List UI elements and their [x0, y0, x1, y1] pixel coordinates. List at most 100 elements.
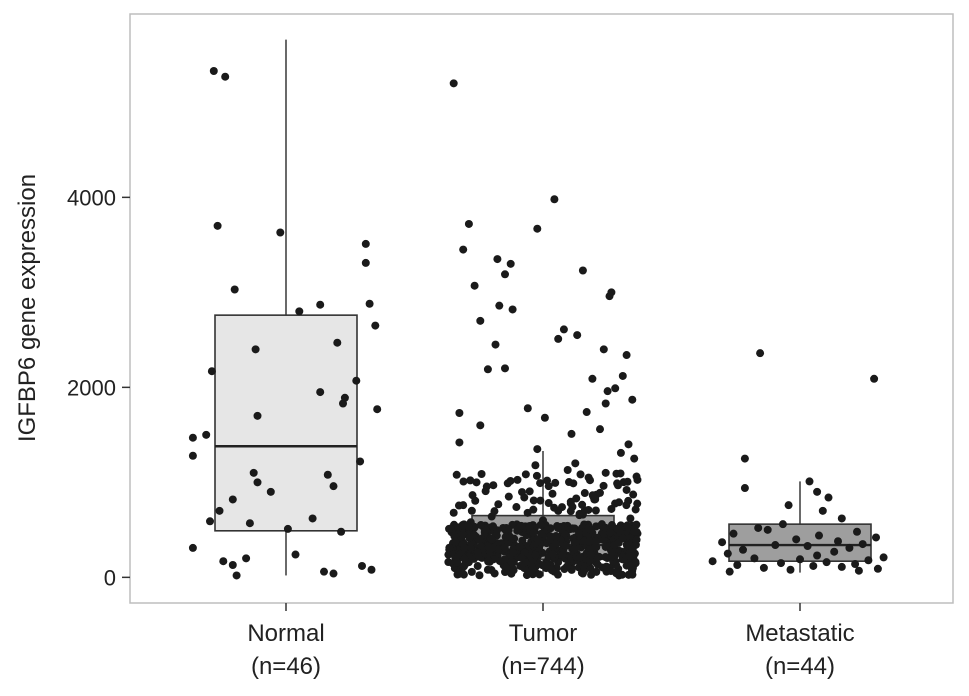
data-point-tumor — [575, 509, 584, 518]
data-point-tumor — [459, 245, 468, 254]
data-point-tumor — [580, 489, 589, 498]
data-point-normal — [337, 527, 346, 536]
data-point-tumor — [528, 565, 537, 574]
data-point-tumor — [611, 384, 620, 393]
data-point-tumor — [586, 476, 595, 485]
data-point-metastatic — [786, 565, 795, 574]
data-point-metastatic — [813, 487, 822, 496]
data-point-tumor — [501, 270, 509, 279]
data-point-metastatic — [854, 566, 863, 575]
data-point-tumor — [613, 479, 622, 488]
data-point-metastatic — [824, 493, 833, 502]
data-point-tumor — [547, 565, 556, 574]
data-point-metastatic — [834, 537, 842, 546]
data-point-metastatic — [750, 554, 759, 563]
data-point-tumor — [487, 566, 496, 575]
data-point-tumor — [504, 492, 513, 501]
data-point-normal — [202, 430, 211, 439]
data-point-metastatic — [778, 520, 787, 529]
data-point-tumor — [529, 496, 538, 505]
data-point-normal — [308, 514, 317, 523]
data-point-normal — [339, 399, 347, 408]
data-point-tumor — [477, 469, 486, 478]
data-point-tumor — [587, 570, 596, 579]
data-point-metastatic — [837, 514, 846, 523]
data-point-tumor — [490, 507, 499, 516]
data-point-metastatic — [822, 558, 831, 567]
data-point-metastatic — [729, 529, 738, 538]
data-point-normal — [221, 72, 230, 81]
data-point-tumor — [578, 266, 587, 275]
data-point-normal — [207, 367, 216, 376]
x-tick-label-tumor: Tumor — [509, 620, 577, 647]
data-point-tumor — [521, 470, 530, 479]
data-point-tumor — [494, 500, 503, 509]
data-point-tumor — [626, 562, 635, 571]
data-point-metastatic — [813, 551, 822, 560]
data-point-tumor — [591, 537, 600, 546]
y-tick-label: 4000 — [67, 185, 116, 210]
data-point-tumor — [445, 524, 454, 533]
data-point-tumor — [622, 485, 631, 494]
data-point-tumor — [531, 550, 540, 559]
data-point-metastatic — [796, 555, 804, 564]
data-point-tumor — [495, 301, 504, 310]
box-normal — [214, 314, 358, 532]
data-point-tumor — [553, 570, 562, 579]
data-point-tumor — [568, 502, 577, 511]
data-point-tumor — [623, 521, 632, 530]
data-point-tumor — [586, 550, 595, 559]
data-point-normal — [188, 451, 197, 460]
data-point-tumor — [489, 481, 498, 490]
data-point-metastatic — [725, 567, 734, 576]
data-point-tumor — [624, 440, 633, 449]
data-point-tumor — [575, 553, 584, 562]
data-point-metastatic — [873, 564, 882, 573]
data-point-tumor — [509, 548, 518, 557]
data-point-tumor — [476, 520, 485, 529]
data-point-normal — [295, 307, 304, 316]
data-point-tumor — [472, 478, 481, 487]
data-point-tumor — [476, 316, 485, 325]
data-point-tumor — [626, 514, 635, 523]
data-point-tumor — [605, 292, 614, 301]
data-point-tumor — [585, 537, 594, 546]
data-point-tumor — [460, 554, 469, 563]
x-tick-sublabel-metastatic: (n=44) — [765, 653, 835, 680]
data-point-metastatic — [879, 553, 888, 562]
data-point-tumor — [632, 520, 641, 529]
data-point-tumor — [561, 541, 570, 550]
x-tick-sublabel-normal: (n=46) — [251, 653, 321, 680]
data-point-metastatic — [853, 527, 861, 536]
data-point-tumor — [445, 543, 454, 552]
data-point-tumor — [602, 562, 611, 571]
data-point-tumor — [571, 539, 580, 548]
data-point-tumor — [520, 493, 529, 502]
data-point-tumor — [599, 530, 608, 539]
data-point-tumor — [548, 489, 557, 498]
data-point-tumor — [532, 471, 541, 480]
data-point-normal — [228, 495, 237, 504]
data-point-metastatic — [740, 454, 749, 463]
data-point-tumor — [540, 413, 549, 422]
data-point-tumor — [586, 526, 595, 535]
data-point-tumor — [483, 365, 492, 374]
data-point-normal — [188, 543, 197, 552]
data-point-normal — [356, 457, 365, 466]
x-tick-sublabel-tumor: (n=744) — [501, 653, 584, 680]
data-point-tumor — [449, 79, 458, 88]
data-point-tumor — [459, 530, 468, 539]
data-point-normal — [361, 258, 370, 267]
data-point-tumor — [491, 340, 500, 349]
data-point-tumor — [533, 445, 542, 454]
data-point-tumor — [622, 351, 631, 360]
data-point-normal — [329, 569, 338, 578]
data-point-tumor — [571, 459, 580, 468]
data-point-tumor — [484, 543, 493, 552]
data-point-metastatic — [845, 543, 854, 552]
data-point-tumor — [506, 259, 515, 268]
y-axis-title: IGFBP6 gene expression — [14, 174, 41, 442]
data-point-tumor — [616, 469, 625, 478]
data-point-metastatic — [809, 561, 818, 570]
data-point-tumor — [576, 470, 585, 479]
